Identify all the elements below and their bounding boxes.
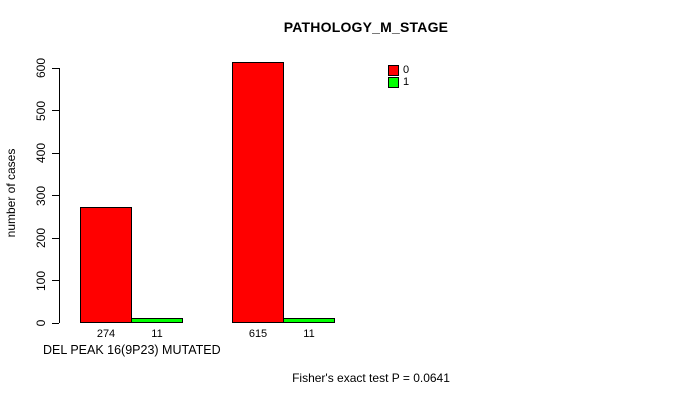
y-axis-tick: [52, 280, 59, 281]
legend-swatch-1: [388, 77, 399, 88]
bar-value-label: 274: [96, 328, 116, 340]
bar-series-1: [283, 318, 335, 323]
y-tick-label: 0: [34, 319, 48, 327]
legend-label: 1: [403, 76, 410, 88]
legend-item: 0: [388, 65, 409, 76]
bar-value-label: 11: [151, 328, 163, 340]
x-axis-label: DEL PEAK 16(9P23) MUTATED: [43, 343, 221, 357]
y-axis-tick: [52, 67, 59, 69]
y-axis-tick: [52, 237, 59, 239]
bar-series-1: [131, 318, 183, 323]
y-tick-label: 200: [34, 227, 48, 249]
bar-series-0: [232, 61, 284, 323]
stat-annotation: Fisher's exact test P = 0.0641: [292, 371, 450, 385]
bar-series-0: [80, 206, 132, 323]
y-axis-tick: [52, 322, 59, 324]
chart-title: PATHOLOGY_M_STAGE: [283, 19, 449, 35]
y-axis-tick: [52, 110, 59, 111]
bar-value-label: 615: [248, 328, 268, 340]
y-axis-line: [59, 67, 60, 323]
y-tick-label: 300: [34, 185, 48, 206]
y-tick-label: 600: [34, 57, 48, 79]
y-tick-label: 500: [34, 100, 48, 121]
y-axis-tick: [52, 195, 59, 196]
y-tick-label: 100: [34, 270, 48, 291]
legend-item: 1: [388, 77, 409, 88]
bar-value-label: 11: [303, 328, 315, 340]
y-tick-label: 400: [34, 142, 48, 164]
y-axis-tick: [52, 152, 59, 154]
y-axis-label: number of cases: [4, 148, 18, 238]
legend-swatch-0: [388, 65, 399, 76]
legend-label: 0: [403, 64, 410, 76]
